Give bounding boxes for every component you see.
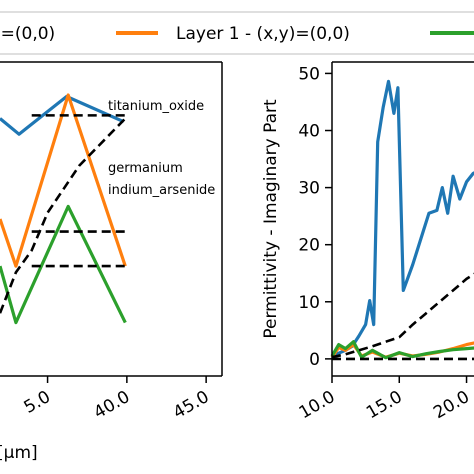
right-plot-area: [330, 79, 474, 361]
right-y-tick-label: 50: [298, 64, 320, 84]
left-x-ticks: 5.0 40.0 45.0: [21, 376, 213, 423]
left-annotation-germanium: germanium: [108, 161, 183, 176]
legend: )=(0,0) Layer 1 - (x,y)=(0,0): [0, 11, 474, 55]
legend-frame: [0, 11, 474, 55]
left-series-line-3: [0, 204, 127, 325]
right-x-tick-label: 20.0: [430, 387, 473, 423]
left-annotation-indium-arsenide: indium_arsenide: [108, 183, 215, 198]
left-annotation-titanium-oxide: titanium_oxide: [108, 99, 204, 114]
right-series-line-4: [331, 272, 474, 359]
right-y-tick-label: 10: [298, 293, 320, 313]
left-series-line-1: [0, 94, 125, 136]
right-y-tick-label: 0: [309, 350, 320, 370]
left-panel: 5.0 40.0 45.0 titanium_oxide germanium ind…: [0, 61, 223, 463]
right-ticks: 10.0 15.0 20.0 0 10 20 30 40 50: [296, 64, 473, 423]
right-y-tick-label: 40: [298, 122, 320, 142]
left-plot-area: [0, 93, 127, 325]
left-x-tick-label: 5.0: [21, 387, 54, 418]
left-x-tick-label: 40.0: [91, 387, 134, 423]
left-series-line-2: [0, 93, 127, 268]
right-y-tick-label: 30: [298, 179, 320, 199]
right-series-line-1: [331, 79, 474, 358]
legend-label-series-1: )=(0,0): [0, 24, 55, 44]
right-panel: 10.0 15.0 20.0 0 10 20 30 40 50 Permittivity - I…: [261, 61, 474, 423]
right-y-tick-label: 20: [298, 236, 320, 256]
legend-label-series-2: Layer 1 - (x,y)=(0,0): [176, 24, 350, 44]
right-y-axis-label: Permittivity - Imaginary Part: [261, 99, 281, 339]
right-x-tick-label: 15.0: [363, 387, 406, 423]
left-x-axis-label: [µm]: [0, 443, 38, 463]
right-series-line-3: [330, 340, 474, 360]
left-x-tick-label: 45.0: [170, 387, 213, 423]
right-x-tick-label: 10.0: [296, 387, 339, 423]
